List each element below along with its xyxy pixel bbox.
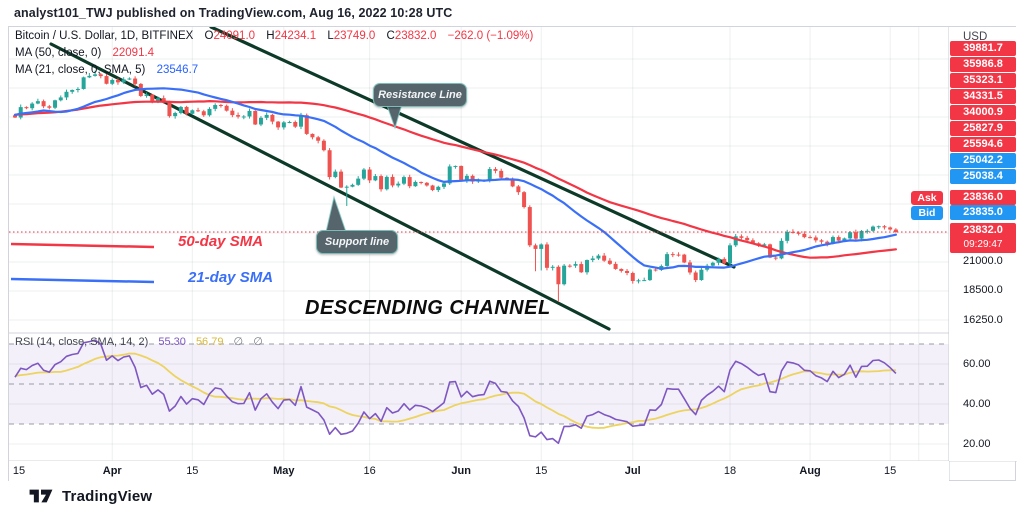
- price-level-sticker: 25042.2: [950, 153, 1016, 168]
- price-level-sticker: 34331.5: [950, 89, 1016, 104]
- price-tick-label: 16250.0: [963, 313, 1003, 326]
- price-tick-label: 21000.0: [963, 254, 1003, 267]
- sma50-annotation-label[interactable]: 50-day SMA: [178, 233, 264, 250]
- rsi-value: 55.30: [158, 336, 186, 348]
- bid-price-sticker: 23835.0: [950, 205, 1016, 220]
- ohlc-change-value: −262.0 (−1.09%): [447, 30, 534, 42]
- rsi-empty-set-icon: ∅: [233, 336, 244, 348]
- time-tick-label: 15: [186, 465, 199, 477]
- price-level-sticker: 25827.9: [950, 121, 1016, 136]
- price-level-sticker: 39881.7: [950, 41, 1016, 56]
- resistance-line-callout[interactable]: Resistance Line: [373, 83, 467, 107]
- bar-countdown: 09:29:47: [963, 239, 1003, 250]
- time-tick-label: 15: [884, 465, 897, 477]
- tradingview-logo-text: TradingView: [62, 487, 153, 505]
- currency-label: USD: [963, 31, 988, 43]
- ma21-legend-value: 23546.7: [156, 64, 199, 76]
- ohlc-high-letter: H: [266, 30, 275, 42]
- sma21-annotation-label[interactable]: 21-day SMA: [188, 269, 274, 286]
- price-level-sticker: 35986.8: [950, 57, 1016, 72]
- ma21-legend-row[interactable]: MA (21, close, 0, SMA, 5) 23546.7: [15, 64, 198, 76]
- rsi-tick-label: 40.00: [963, 398, 991, 410]
- price-level-sticker: 25594.6: [950, 137, 1016, 152]
- rsi-tick-label: 20.00: [963, 438, 991, 450]
- ohlc-low-value: 23749.0: [333, 30, 376, 42]
- bid-chip: Bid: [911, 206, 943, 220]
- time-axis[interactable]: 15 Apr 15 May 16 Jun 15 Jul 18 Aug 15: [9, 461, 949, 481]
- chart-canvas[interactable]: [9, 27, 1017, 481]
- tradingview-logo-icon: [29, 489, 53, 503]
- support-line-callout[interactable]: Support line: [316, 230, 398, 254]
- ohlc-low-letter: L: [327, 30, 334, 42]
- publish-header: analyst101_TWJ published on TradingView.…: [14, 6, 453, 20]
- time-tick-label: May: [273, 465, 295, 477]
- ask-chip: Ask: [911, 191, 943, 205]
- ohlc-close-letter: C: [386, 30, 395, 42]
- time-tick-label: 15: [535, 465, 548, 477]
- ma50-legend-value: 22091.4: [112, 47, 155, 59]
- time-tick-label: 16: [363, 465, 376, 477]
- time-tick-label: Jul: [624, 465, 641, 477]
- price-tick-label: 18500.0: [963, 283, 1003, 296]
- time-tick-label: Jun: [451, 465, 471, 477]
- ohlc-open-value: 24091.0: [213, 30, 256, 42]
- ma50-legend-label: MA (50, close, 0): [15, 47, 102, 59]
- rsi-legend-row[interactable]: RSI (14, close, SMA, 14, 2) 55.30 56.79 …: [15, 335, 263, 348]
- last-price-value: 23832.0: [963, 224, 1003, 236]
- rsi-empty-set-icon: ∅: [253, 336, 263, 348]
- time-tick-label: Apr: [102, 465, 122, 477]
- rsi-ma-value: 56.79: [195, 336, 224, 348]
- rsi-legend-label: RSI (14, close, SMA, 14, 2): [15, 336, 149, 348]
- ohlc-close-value: 23832.0: [394, 30, 437, 42]
- time-tick-label: 15: [12, 465, 26, 477]
- chart-container[interactable]: Bitcoin / U.S. Dollar, 1D, BITFINEX O240…: [8, 26, 1017, 481]
- symbol-legend-row[interactable]: Bitcoin / U.S. Dollar, 1D, BITFINEX O240…: [15, 30, 533, 42]
- last-price-label: 23832.0 09:29:47: [950, 223, 1016, 253]
- price-level-sticker: 25038.4: [950, 169, 1016, 184]
- ohlc-open-letter: O: [204, 30, 214, 42]
- ma50-legend-row[interactable]: MA (50, close, 0) 22091.4: [15, 47, 154, 59]
- time-tick-label: 18: [723, 465, 737, 477]
- time-tick-label: Aug: [799, 465, 821, 477]
- price-level-sticker: 35323.1: [950, 73, 1016, 88]
- rsi-tick-label: 60.00: [963, 358, 991, 370]
- ma21-legend-label: MA (21, close, 0, SMA, 5): [15, 64, 146, 76]
- descending-channel-label[interactable]: DESCENDING CHANNEL: [305, 297, 551, 319]
- ohlc-high-value: 24234.1: [274, 30, 317, 42]
- price-level-sticker: 34000.9: [950, 105, 1016, 120]
- tradingview-attribution[interactable]: TradingView: [28, 486, 152, 506]
- symbol-title: Bitcoin / U.S. Dollar, 1D, BITFINEX: [15, 30, 194, 42]
- ask-price-sticker: 23836.0: [950, 190, 1016, 205]
